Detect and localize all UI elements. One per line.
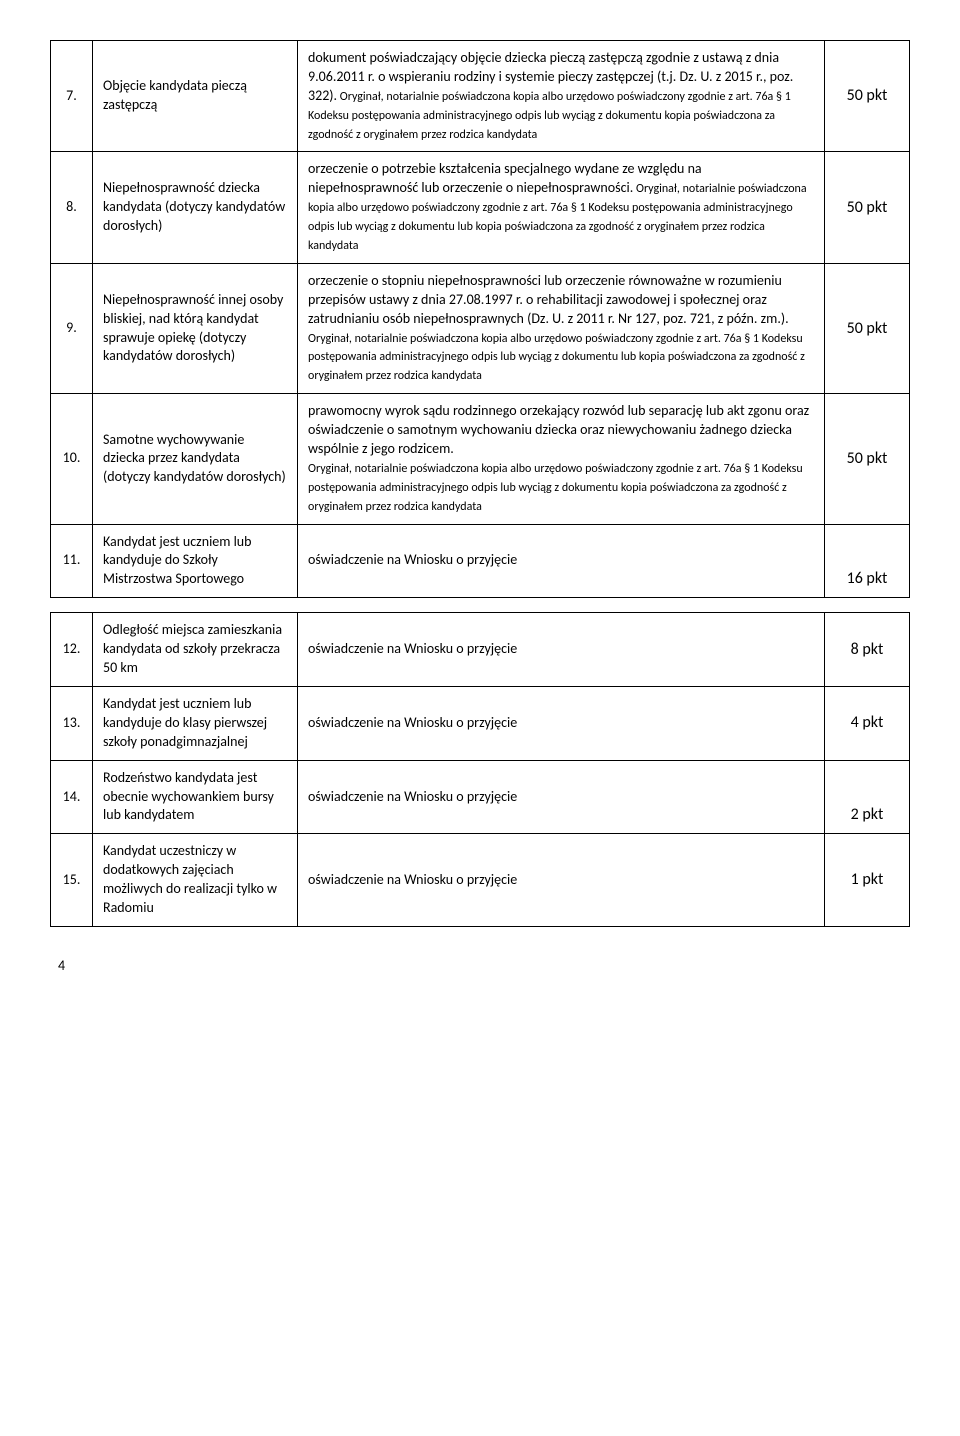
table-row: 11. Kandydat jest uczniem lub kandyduje … [51,524,910,598]
row-number: 13. [51,686,93,760]
points-cell: 1 pkt [825,834,910,927]
document-cell: oświadczenie na Wniosku o przyjęcie [298,686,825,760]
criterion-cell: Kandydat jest uczniem lub kandyduje do k… [93,686,298,760]
doc-small: Oryginał, notarialnie poświadczona kopia… [308,332,805,384]
table-row: 14. Rodzeństwo kandydata jest obecnie wy… [51,760,910,834]
document-cell: oświadczenie na Wniosku o przyjęcie [298,760,825,834]
criterion-cell: Kandydat jest uczniem lub kandyduje do S… [93,524,298,598]
criterion-cell: Kandydat uczestniczy w dodatkowych zajęc… [93,834,298,927]
document-cell: oświadczenie na Wniosku o przyjęcie [298,524,825,598]
document-cell: oświadczenie na Wniosku o przyjęcie [298,613,825,687]
document-cell: orzeczenie o potrzebie kształcenia specj… [298,152,825,263]
criterion-cell: Objęcie kandydata pieczą zastępczą [93,41,298,152]
row-number: 14. [51,760,93,834]
criterion-cell: Niepełnosprawność innej osoby bliskiej, … [93,263,298,393]
doc-small: Oryginał, notarialnie poświadczona kopia… [308,90,791,142]
criterion-cell: Niepełnosprawność dziecka kandydata (dot… [93,152,298,263]
page-number: 4 [50,957,910,976]
criterion-cell: Odległość miejsca zamieszkania kandydata… [93,613,298,687]
table-row: 7. Objęcie kandydata pieczą zastępczą do… [51,41,910,152]
points-cell: 50 pkt [825,41,910,152]
criteria-table-lower: 12. Odległość miejsca zamieszkania kandy… [50,612,910,927]
points-cell: 8 pkt [825,613,910,687]
points-cell: 50 pkt [825,394,910,524]
doc-main: orzeczenie o stopniu niepełnosprawności … [308,272,789,327]
criterion-cell: Rodzeństwo kandydata jest obecnie wychow… [93,760,298,834]
document-cell: oświadczenie na Wniosku o przyjęcie [298,834,825,927]
row-number: 7. [51,41,93,152]
row-number: 10. [51,394,93,524]
points-cell: 16 pkt [825,524,910,598]
row-number: 15. [51,834,93,927]
doc-small: Oryginał, notarialnie poświadczona kopia… [308,462,803,514]
table-row: 10. Samotne wychowywanie dziecka przez k… [51,394,910,524]
row-number: 11. [51,524,93,598]
table-row: 15. Kandydat uczestniczy w dodatkowych z… [51,834,910,927]
points-cell: 2 pkt [825,760,910,834]
doc-main: prawomocny wyrok sądu rodzinnego orzekaj… [308,402,809,457]
criteria-table-upper: 7. Objęcie kandydata pieczą zastępczą do… [50,40,910,598]
criterion-cell: Samotne wychowywanie dziecka przez kandy… [93,394,298,524]
table-row: 9. Niepełnosprawność innej osoby bliskie… [51,263,910,393]
row-number: 8. [51,152,93,263]
document-cell: prawomocny wyrok sądu rodzinnego orzekaj… [298,394,825,524]
table-row: 13. Kandydat jest uczniem lub kandyduje … [51,686,910,760]
row-number: 9. [51,263,93,393]
document-cell: dokument poświadczający objęcie dziecka … [298,41,825,152]
row-number: 12. [51,613,93,687]
points-cell: 4 pkt [825,686,910,760]
table-row: 12. Odległość miejsca zamieszkania kandy… [51,613,910,687]
document-cell: orzeczenie o stopniu niepełnosprawności … [298,263,825,393]
points-cell: 50 pkt [825,263,910,393]
points-cell: 50 pkt [825,152,910,263]
table-row: 8. Niepełnosprawność dziecka kandydata (… [51,152,910,263]
